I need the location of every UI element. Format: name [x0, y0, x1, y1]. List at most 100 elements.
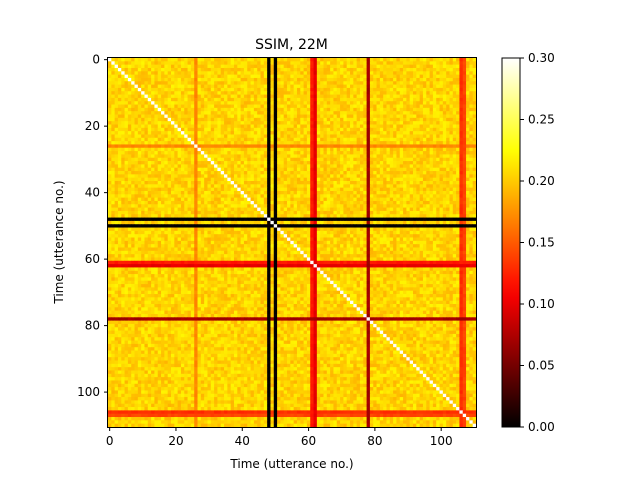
heatmap-cell: [207, 84, 212, 89]
heatmap-cell: [326, 171, 331, 175]
heatmap-cell: [376, 104, 381, 109]
heatmap-cell: [131, 67, 135, 72]
heatmap-cell: [124, 77, 129, 82]
heatmap-cell: [260, 91, 265, 95]
heatmap-cell: [316, 97, 321, 102]
heatmap-cell: [174, 177, 179, 182]
heatmap-cell: [114, 127, 119, 132]
heatmap-cell: [446, 67, 450, 72]
heatmap-cell: [416, 137, 421, 142]
heatmap-cell: [413, 137, 417, 142]
heatmap-cell: [320, 181, 324, 185]
heatmap-cell: [204, 74, 208, 79]
heatmap-cell: [359, 71, 364, 76]
heatmap-cell: [200, 134, 205, 139]
heatmap-cell: [151, 154, 155, 159]
heatmap-cell: [326, 157, 331, 162]
heatmap-cell: [157, 77, 162, 82]
heatmap-cell: [157, 87, 162, 92]
heatmap-cell: [161, 127, 165, 132]
heatmap-cell: [214, 161, 218, 165]
heatmap-cell: [359, 127, 364, 132]
heatmap-cell: [290, 114, 295, 119]
heatmap-cell: [200, 67, 205, 72]
heatmap-cell: [326, 197, 331, 202]
heatmap-cell: [210, 91, 215, 95]
heatmap-cell: [379, 141, 384, 145]
heatmap-cell: [108, 157, 112, 162]
heatmap-cell: [343, 121, 348, 125]
heatmap-cell: [409, 107, 414, 112]
heatmap-cell: [363, 144, 367, 149]
heatmap-cell: [204, 144, 208, 149]
heatmap-cell: [240, 67, 245, 72]
heatmap-cell: [253, 157, 258, 162]
heatmap-cell: [217, 124, 222, 129]
heatmap-cell: [429, 184, 434, 189]
heatmap-cell: [177, 87, 182, 92]
heatmap-cell: [180, 87, 185, 92]
heatmap-cell: [197, 124, 202, 129]
heatmap-cell: [127, 64, 132, 69]
heatmap-cell: [432, 61, 437, 66]
heatmap-cell: [353, 64, 358, 69]
heatmap-cell: [389, 81, 394, 85]
heatmap-cell: [287, 177, 291, 182]
heatmap-cell: [157, 58, 162, 62]
heatmap-cell: [108, 147, 112, 152]
heatmap-cell: [432, 141, 437, 145]
heatmap-cell: [290, 144, 295, 149]
heatmap-cell: [399, 190, 404, 195]
heatmap-cell: [466, 131, 470, 135]
heatmap-cell: [280, 84, 285, 89]
heatmap-cell: [287, 187, 291, 192]
heatmap-cell: [214, 127, 218, 132]
heatmap-cell: [452, 177, 457, 182]
heatmap-cell: [257, 61, 261, 66]
heatmap-cell: [134, 94, 139, 99]
heatmap-cell: [180, 131, 185, 135]
heatmap-cell: [323, 181, 328, 185]
heatmap-cell: [174, 101, 179, 105]
heatmap-cell: [449, 147, 454, 152]
heatmap-cell: [413, 81, 417, 85]
heatmap-cell: [147, 141, 152, 145]
heatmap-cell: [396, 64, 401, 69]
heatmap-cell: [359, 154, 364, 159]
heatmap-cell: [134, 171, 139, 175]
heatmap-cell: [217, 177, 222, 182]
heatmap-cell: [260, 117, 265, 122]
heatmap-cell: [442, 167, 447, 172]
heatmap-cell: [363, 151, 367, 155]
heatmap-cell: [386, 174, 391, 179]
heatmap-cell: [343, 58, 348, 62]
heatmap-cell: [283, 157, 288, 162]
heatmap-cell: [131, 71, 135, 76]
heatmap-cell: [353, 101, 358, 105]
heatmap-cell: [340, 94, 344, 99]
heatmap-cell: [356, 154, 361, 159]
heatmap-cell: [442, 71, 447, 76]
heatmap-cell: [144, 101, 149, 105]
heatmap-cell: [190, 104, 195, 109]
heatmap-cell: [267, 94, 271, 99]
heatmap-cell: [426, 137, 430, 142]
heatmap-cell: [446, 144, 450, 149]
heatmap-cell: [243, 181, 248, 185]
heatmap-cell: [164, 164, 169, 169]
heatmap-cell: [422, 157, 427, 162]
heatmap-cell: [336, 187, 341, 192]
heatmap-cell: [187, 157, 192, 162]
heatmap-cell: [207, 81, 212, 85]
heatmap-cell: [240, 137, 245, 142]
heatmap-cell: [283, 151, 288, 155]
heatmap-cell: [114, 151, 119, 155]
heatmap-cell: [432, 81, 437, 85]
heatmap-cell: [399, 157, 404, 162]
heatmap-cell: [436, 94, 440, 99]
heatmap-cell: [396, 117, 401, 122]
heatmap-cell: [180, 117, 185, 122]
heatmap-cell: [432, 137, 437, 142]
heatmap-cell: [323, 111, 328, 115]
heatmap-cell: [303, 184, 308, 189]
